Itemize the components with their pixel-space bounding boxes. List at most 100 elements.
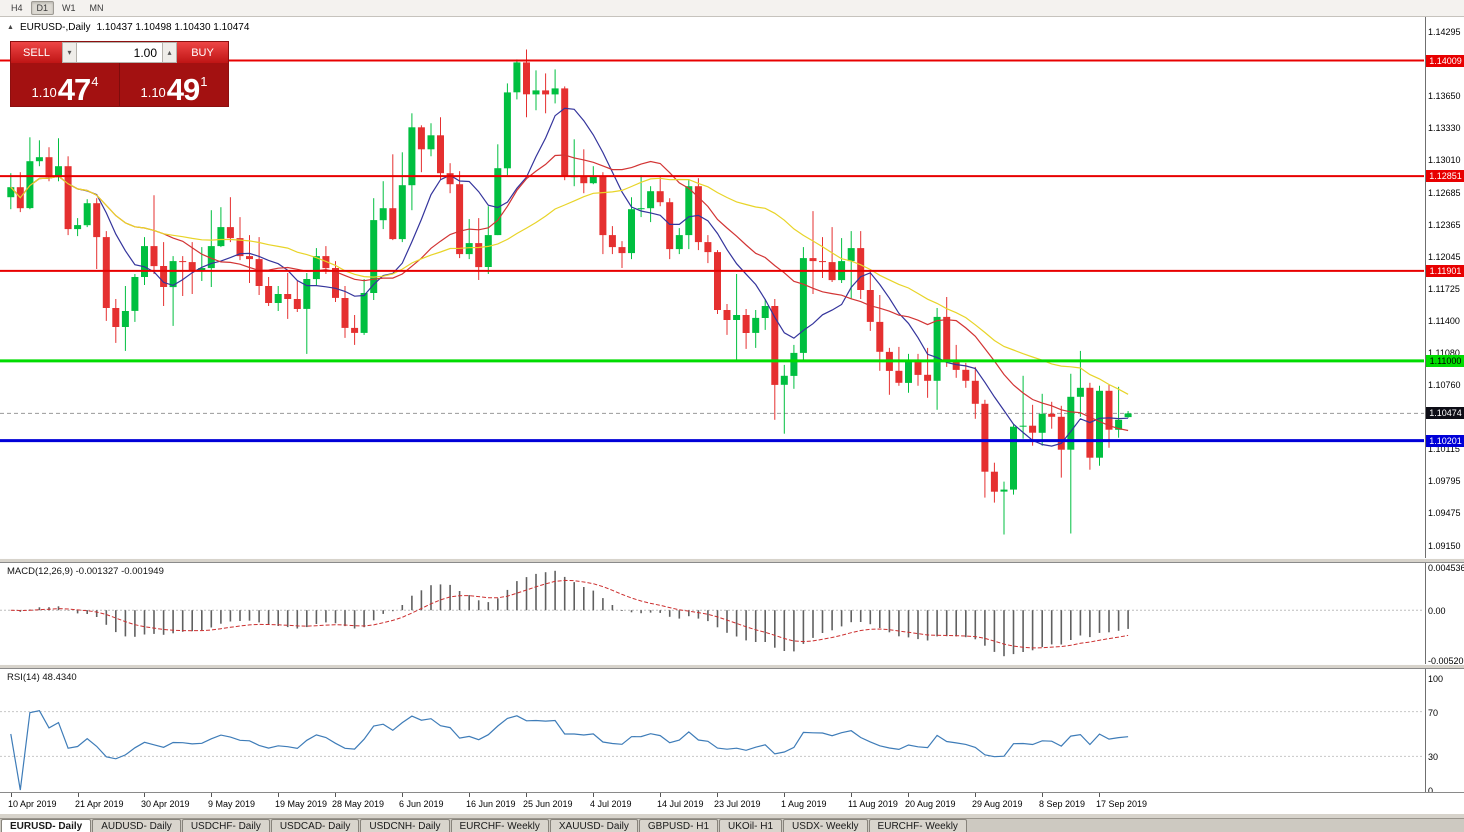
buy-button[interactable]: BUY: [177, 42, 228, 63]
timeframe-button-d1[interactable]: D1: [30, 1, 55, 15]
time-axis-label: 16 Jun 2019: [466, 799, 516, 809]
timeframe-button-w1[interactable]: W1: [62, 3, 76, 13]
time-axis-tick: [851, 793, 852, 797]
chart-tab-audusd-daily[interactable]: AUDUSD- Daily: [92, 819, 181, 832]
chart-tab-usdchf-daily[interactable]: USDCHF- Daily: [181, 819, 270, 832]
price-tick-label: 1.12685: [1428, 188, 1461, 198]
time-axis-label: 9 May 2019: [208, 799, 256, 809]
one-click-toggle-icon[interactable]: ▲: [7, 24, 14, 31]
volume-decrease-button[interactable]: ▾: [62, 42, 77, 63]
price-tick-label: 1.12365: [1428, 220, 1461, 230]
time-axis-label: 11 Aug 2019: [848, 799, 898, 809]
time-axis-label: 8 Sep 2019: [1039, 799, 1086, 809]
bid-price-prefix: 1.10: [31, 85, 57, 100]
macd-axis-label: 0.004536: [1428, 563, 1464, 573]
price-axis[interactable]: 1.14295 1.13650 1.13330 1.13010 1.12685 1.123…: [1425, 17, 1464, 814]
rsi-indicator-label: RSI(14) 48.4340: [7, 672, 77, 683]
level-price-label: 1.10201: [1426, 435, 1464, 447]
chart-tab-gbpusd-h1[interactable]: GBPUSD- H1: [638, 819, 719, 832]
price-tick-label: 1.13330: [1428, 123, 1461, 133]
one-click-trade-panel: SELL ▾ 1.00 ▴ BUY 1.10 47 4 1.10 49 1: [10, 41, 229, 107]
chart-ohlc-values: 1.10437 1.10498 1.10430 1.10474: [96, 22, 250, 33]
time-axis-tick: [1042, 793, 1043, 797]
main-chart-panel[interactable]: [0, 17, 1425, 558]
sell-button[interactable]: SELL: [11, 42, 62, 63]
level-price-label: 1.11901: [1426, 265, 1464, 277]
time-axis-label: 29 Aug 2019: [972, 799, 1023, 809]
chart-tab-usdx-weekly[interactable]: USDX- Weekly: [783, 819, 868, 832]
price-tick-label: 1.11725: [1428, 284, 1460, 294]
ask-price-digits: 49: [166, 72, 200, 107]
bid-price-pip: 4: [91, 74, 99, 89]
chart-tab-xauusd-daily[interactable]: XAUUSD- Daily: [549, 819, 638, 832]
time-axis-tick: [975, 793, 976, 797]
chart-tab-usdcad-daily[interactable]: USDCAD- Daily: [270, 819, 360, 832]
bid-price-display[interactable]: 1.10 47 4: [11, 63, 119, 106]
price-tick-label: 1.09795: [1428, 476, 1461, 486]
bid-price-digits: 47: [57, 72, 91, 107]
chart-tab-eurchf-weekly[interactable]: EURCHF- Weekly: [450, 819, 549, 832]
time-axis-tick: [593, 793, 594, 797]
chart-tab-eurchf-weekly[interactable]: EURCHF- Weekly: [868, 819, 967, 832]
time-axis-tick: [144, 793, 145, 797]
candles-layer: [7, 49, 1132, 535]
panel-divider[interactable]: [0, 664, 1464, 669]
volume-increase-button[interactable]: ▴: [162, 42, 177, 63]
price-tick-label: 1.09475: [1428, 508, 1461, 518]
rsi-axis-label: 30: [1428, 752, 1439, 762]
rsi-panel[interactable]: [0, 669, 1425, 792]
macd-axis-label: -0.005205: [1428, 656, 1464, 666]
rsi-line: [10, 710, 1129, 791]
time-axis-tick: [469, 793, 470, 797]
macd-signal-line: [10, 579, 1129, 649]
price-tick-label: 1.13650: [1428, 91, 1461, 101]
price-tick-label: 1.12045: [1428, 252, 1461, 262]
macd-values: -0.001327 -0.001949: [75, 566, 164, 577]
time-axis-label: 6 Jun 2019: [399, 799, 444, 809]
chart-tab-bar: EURUSD- Daily AUDUSD- Daily USDCHF- Daily U…: [0, 818, 1464, 832]
timeframe-button-mn[interactable]: MN: [89, 3, 104, 13]
ask-price-display[interactable]: 1.10 49 1: [120, 63, 228, 106]
time-axis-label: 17 Sep 2019: [1096, 799, 1148, 809]
time-axis-label: 23 Jul 2019: [714, 799, 761, 809]
chart-canvas[interactable]: [0, 17, 1425, 792]
macd-indicator-label: MACD(12,26,9) -0.001327 -0.001949: [7, 566, 164, 577]
time-axis-label: 19 May 2019: [275, 799, 328, 809]
level-price-label: 1.11000: [1426, 355, 1464, 367]
time-axis-label: 21 Apr 2019: [75, 799, 124, 809]
time-axis-label: 1 Aug 2019: [781, 799, 827, 809]
time-axis-tick: [526, 793, 527, 797]
time-axis[interactable]: 10 Apr 2019 21 Apr 2019 30 Apr 2019 9 May 2…: [0, 792, 1464, 814]
time-axis-tick: [278, 793, 279, 797]
time-axis-tick: [660, 793, 661, 797]
macd-panel[interactable]: [0, 563, 1425, 664]
price-tick-label: 1.13010: [1428, 155, 1461, 165]
time-axis-tick: [1099, 793, 1100, 797]
rsi-axis-label: 100: [1428, 674, 1444, 684]
chart-tab-ukoil-h1[interactable]: UKOil- H1: [719, 819, 783, 832]
price-tick-label: 1.11080: [1428, 348, 1460, 358]
ask-price-pip: 1: [200, 74, 208, 89]
chart-tab-usdcnh-daily[interactable]: USDCNH- Daily: [360, 819, 450, 832]
time-axis-label: 20 Aug 2019: [905, 799, 956, 809]
current-price-label: 1.10474: [1426, 407, 1464, 419]
volume-input[interactable]: 1.00: [77, 42, 162, 63]
time-axis-tick: [335, 793, 336, 797]
level-price-label: 1.14009: [1426, 55, 1464, 67]
time-axis-label: 28 May 2019: [332, 799, 385, 809]
macd-histogram: [19, 570, 1129, 657]
chart-tab-eurusd-daily[interactable]: EURUSD- Daily: [1, 819, 92, 832]
timeframe-button-h4[interactable]: H4: [11, 3, 23, 13]
time-axis-label: 10 Apr 2019: [8, 799, 57, 809]
ma-slow-line: [10, 175, 1129, 395]
rsi-params: RSI(14): [7, 672, 40, 683]
price-tick-label: 1.10760: [1428, 380, 1461, 390]
time-axis-tick: [402, 793, 403, 797]
time-axis-tick: [211, 793, 212, 797]
rsi-axis-label: 0: [1428, 786, 1434, 796]
panel-divider[interactable]: [0, 558, 1464, 563]
status-strip: [0, 814, 1464, 818]
price-tick-label: 1.09150: [1428, 541, 1461, 551]
time-axis-tick: [784, 793, 785, 797]
ask-price-prefix: 1.10: [140, 85, 166, 100]
